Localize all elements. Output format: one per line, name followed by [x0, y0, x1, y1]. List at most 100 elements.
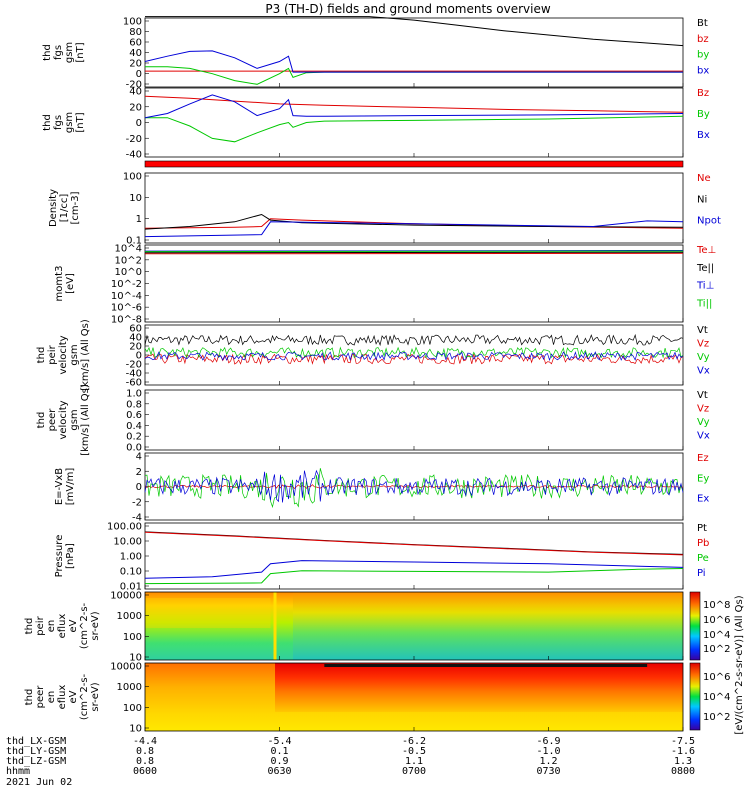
series-Bz — [144, 95, 684, 113]
ylabel-line: [eV] — [65, 273, 76, 294]
orbit-cell: 0630 — [267, 766, 291, 777]
ytick-label: 0.8 — [126, 399, 142, 410]
ylabel-line: [km/s] (All Qs) — [80, 319, 91, 391]
orbit-cell: 0.9 — [270, 756, 288, 767]
ytick-label: -20 — [126, 134, 142, 145]
legend-item: Vx — [697, 366, 710, 377]
colorbar-upper-tick-2: 10^4 — [703, 630, 730, 641]
legend-item: by — [697, 50, 709, 61]
ylabel-line: peer — [47, 408, 58, 432]
ytick-label: 20 — [129, 59, 142, 70]
ylabel-line: eflux — [57, 614, 68, 639]
ylabel-line: thd — [42, 114, 53, 131]
legend-item: Vt — [697, 325, 708, 336]
ytick-label: 1.0 — [126, 389, 142, 400]
series-Vx — [144, 351, 684, 362]
panel-fgs-gsm-zoom: 40 20 0 -20 -40 thd fgs gsm [nT] Bz By Bx — [42, 87, 710, 161]
ytick-label: -40 — [126, 369, 142, 380]
legend-item: Npot — [697, 216, 721, 227]
ylabel-line: en — [46, 620, 57, 633]
ylabel-line: peer — [35, 685, 46, 709]
ylabel-line: eflux — [57, 685, 68, 710]
series-Pt — [144, 531, 684, 555]
ylabel-line: fgs — [53, 45, 64, 60]
ylabel-line: thd — [42, 44, 53, 61]
electron-spectrogram-top-stripe — [324, 664, 648, 667]
ytick-label: 0 — [136, 69, 142, 80]
ytick-label: 60 — [129, 324, 142, 335]
ytick-label: -2 — [132, 497, 142, 508]
ion-spectrogram-early-band — [145, 598, 271, 628]
ylabel-line: thd — [36, 347, 47, 364]
ytick-label: 40 — [129, 48, 142, 59]
orbit-cell: 1.3 — [674, 756, 692, 767]
ylabel-line: thd — [24, 618, 35, 635]
orbit-cell: -1.0 — [536, 746, 560, 757]
legend-item: Bt — [697, 18, 708, 29]
series-Pe — [144, 568, 684, 585]
orbit-cell: 1.1 — [405, 756, 423, 767]
ytick-label: 1000 — [117, 682, 142, 693]
legend-item: bz — [697, 34, 709, 45]
orbit-cell: 0800 — [671, 766, 695, 777]
ylabel-line: peir — [35, 615, 46, 635]
colorbar-lower-tick-2: 10^2 — [703, 712, 730, 723]
orbit-cell: -1.6 — [671, 746, 695, 757]
quality-flag-bar — [145, 161, 683, 167]
ylabel-line: eV — [68, 690, 79, 703]
colorbar-upper-tick-0: 10^8 — [703, 600, 730, 611]
ylabel-line: gsm — [64, 112, 75, 133]
ylabel-line: en — [46, 691, 57, 704]
legend-item: Te|| — [696, 263, 714, 274]
ylabel-line: (cm^2-s- — [79, 673, 90, 720]
ytick-label: 10000 — [110, 591, 142, 602]
series-Ey — [144, 468, 684, 509]
ytick-label: 10^-8 — [111, 315, 142, 326]
ylabel-line: [nT] — [75, 112, 86, 132]
colorbar-upper-tick-3: 10^2 — [703, 644, 730, 655]
series-Bt — [145, 16, 684, 47]
legend-item: Vt — [697, 390, 708, 401]
ytick-label: -20 — [126, 80, 142, 91]
ylabel-line: Pressure — [54, 535, 65, 578]
ytick-label: 10^-2 — [111, 279, 142, 290]
panel-frame — [144, 244, 684, 323]
ytick-label: 0.2 — [126, 432, 142, 443]
series-By — [145, 115, 684, 143]
ytick-label: 10 — [129, 193, 142, 204]
ytick-label: -4 — [132, 513, 142, 524]
ytick-label: 0.0 — [126, 443, 142, 454]
orbit-cell: 0.8 — [136, 746, 154, 757]
ytick-label: 1.00 — [120, 552, 142, 563]
series-Ex — [144, 469, 684, 503]
flag-bar — [144, 160, 684, 168]
ylabel-line: velocity — [58, 335, 69, 374]
ytick-label: 0.6 — [126, 410, 142, 421]
ytick-label: 100 — [123, 172, 142, 183]
ytick-label: 80 — [129, 27, 142, 38]
panel-efield: 4 2 0 -2 -4 E=-VxB [mV/m] Ez Ey Ex — [54, 452, 709, 524]
figure-title: P3 (TH-D) fields and ground moments over… — [265, 2, 550, 16]
ytick-label: 10 — [129, 653, 142, 664]
ytick-label: 100.00 — [107, 522, 142, 533]
ytick-label: 10^4 — [115, 244, 142, 255]
colorbar-label: [eV/(cm^2-s-sr-eV)] (All Qs) — [734, 595, 745, 734]
series-Npot — [144, 220, 684, 238]
series-Pb — [144, 531, 684, 556]
ytick-label: 4 — [136, 452, 142, 463]
panel-electron-velocity: 1.00.80.60.40.20.0 thd peer velocity gsm [km/… — [36, 384, 710, 456]
ytick-label: 100 — [123, 17, 142, 28]
series-by — [145, 66, 683, 85]
panel-pressure: 100.00 10.00 1.00 0.10 0.01 Pressure [nPa] Pt Pb… — [54, 522, 709, 593]
ylabel-line: momt3 — [54, 266, 65, 302]
legend-item: Ni — [697, 194, 707, 205]
panel-density: 100 10 1 0.1 Density [1/cc] [cm-3] Ne Ni Npot — [48, 172, 721, 247]
ylabel-line: [mV/m] — [65, 468, 76, 506]
series-Ti|| — [144, 250, 684, 253]
legend-item: By — [697, 109, 710, 120]
orbit-table: thd_LX-GSM thd_LY-GSM thd_LZ-GSM hhmm 20… — [6, 736, 695, 788]
ytick-label: 0 — [136, 118, 142, 129]
legend-item: Pt — [697, 523, 707, 534]
